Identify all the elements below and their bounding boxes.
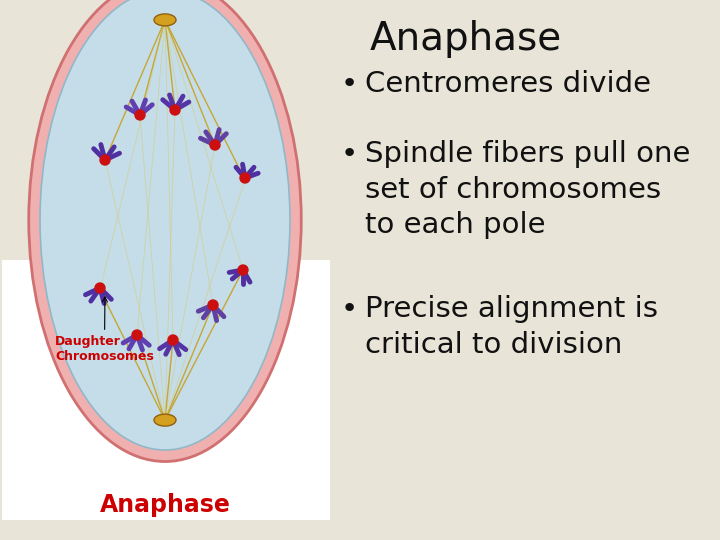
Circle shape xyxy=(208,300,218,310)
Text: Centromeres divide: Centromeres divide xyxy=(365,70,651,98)
Circle shape xyxy=(238,265,248,275)
Text: Spindle fibers pull one
set of chromosomes
to each pole: Spindle fibers pull one set of chromosom… xyxy=(365,140,690,239)
Text: •: • xyxy=(341,295,358,323)
Circle shape xyxy=(135,110,145,120)
Text: Anaphase: Anaphase xyxy=(99,493,230,517)
Circle shape xyxy=(240,173,250,183)
Text: •: • xyxy=(341,70,358,98)
Text: Precise alignment is
critical to division: Precise alignment is critical to divisio… xyxy=(365,295,658,359)
Circle shape xyxy=(210,140,220,150)
Circle shape xyxy=(95,283,105,293)
Text: Daughter
Chromosomes: Daughter Chromosomes xyxy=(55,297,154,363)
Text: •: • xyxy=(341,140,358,168)
Circle shape xyxy=(100,155,110,165)
Text: Anaphase: Anaphase xyxy=(370,20,562,58)
Ellipse shape xyxy=(29,0,301,462)
Circle shape xyxy=(168,335,178,345)
Bar xyxy=(2,260,330,520)
Circle shape xyxy=(170,105,180,115)
Circle shape xyxy=(132,330,142,340)
Ellipse shape xyxy=(154,414,176,426)
Ellipse shape xyxy=(40,0,290,450)
Ellipse shape xyxy=(154,14,176,26)
